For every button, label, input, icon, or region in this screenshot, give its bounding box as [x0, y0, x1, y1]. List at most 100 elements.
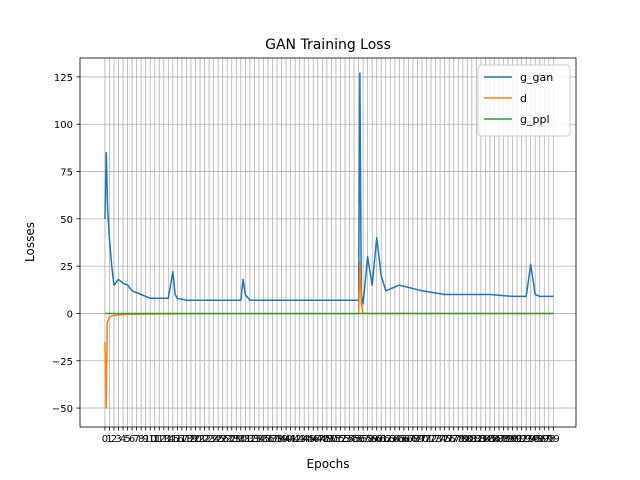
x-tick-label: 53: [339, 434, 352, 445]
x-tick-label: 72: [425, 434, 438, 445]
y-tick-label: 75: [60, 168, 73, 179]
x-tick-label: 94: [524, 434, 537, 445]
x-tick-label: 33: [248, 434, 261, 445]
x-tick-label: 13: [157, 434, 170, 445]
x-tick-label: 77: [447, 434, 460, 445]
x-tick-label: 32: [243, 434, 256, 445]
x-tick-label: 25: [212, 434, 225, 445]
x-tick-label: 90: [506, 434, 519, 445]
legend-label-g-gan: g_gan: [520, 71, 553, 84]
x-tick-label: 21: [194, 434, 207, 445]
legend-label-g-ppl: g_ppl: [520, 113, 550, 126]
x-tick-label: 76: [443, 434, 456, 445]
x-tick-label: 61: [375, 434, 388, 445]
x-tick-label: 80: [461, 434, 474, 445]
x-tick-label: 86: [488, 434, 501, 445]
x-tick-label: 97: [538, 434, 551, 445]
x-tick-label: 60: [370, 434, 383, 445]
x-tick-label: 82: [470, 434, 483, 445]
x-tick-label: 66: [398, 434, 411, 445]
x-tick-label: 50: [325, 434, 338, 445]
x-tick-label: 93: [520, 434, 533, 445]
x-tick-label: 81: [465, 434, 478, 445]
x-tick-label: 20: [189, 434, 202, 445]
x-tick-label: 48: [316, 434, 329, 445]
x-tick-label: 55: [348, 434, 361, 445]
x-tick-label: 47: [311, 434, 324, 445]
x-tick-label: 62: [379, 434, 392, 445]
y-tick-label: 0: [67, 309, 73, 320]
x-tick-label: 54: [343, 434, 356, 445]
x-tick-label: 75: [438, 434, 451, 445]
x-tick-label: 38: [271, 434, 284, 445]
x-tick-label: 79: [456, 434, 469, 445]
y-tick-label: 100: [54, 120, 73, 131]
x-tick-label: 26: [216, 434, 229, 445]
x-tick-label: 28: [225, 434, 238, 445]
y-tick-label: −50: [52, 404, 73, 415]
x-tick-label: 29: [230, 434, 243, 445]
axes-frame: [79, 57, 577, 428]
x-tick-label: 7: [133, 434, 139, 445]
x-tick-label: 87: [493, 434, 506, 445]
x-tick-label: 43: [293, 434, 306, 445]
x-tick-label: 30: [234, 434, 247, 445]
x-tick-label: 18: [180, 434, 193, 445]
x-tick-label: 73: [429, 434, 442, 445]
x-tick-label: 45: [302, 434, 315, 445]
x-tick-label: 69: [411, 434, 424, 445]
x-tick-label: 64: [388, 434, 401, 445]
x-tick-label: 42: [289, 434, 302, 445]
x-tick-label: 96: [533, 434, 546, 445]
x-tick-label: 16: [171, 434, 184, 445]
x-tick-label: 15: [166, 434, 179, 445]
x-tick-label: 22: [198, 434, 211, 445]
x-tick-label: 35: [257, 434, 270, 445]
x-tick-label: 71: [420, 434, 433, 445]
x-tick-label: 14: [162, 434, 175, 445]
x-tick-label: 67: [402, 434, 415, 445]
x-tick-label: 27: [221, 434, 234, 445]
plot-area: −50−250255075100125012345678910111213141…: [52, 57, 577, 445]
x-tick-label: 8: [138, 434, 144, 445]
x-tick-label: 40: [280, 434, 293, 445]
x-tick-label: 59: [366, 434, 379, 445]
x-tick-label: 5: [124, 434, 130, 445]
x-tick-label: 24: [207, 434, 220, 445]
x-tick-label: 6: [129, 434, 135, 445]
x-tick-label: 0: [102, 434, 108, 445]
x-tick-label: 37: [266, 434, 279, 445]
x-tick-label: 3: [115, 434, 121, 445]
x-tick-label: 89: [502, 434, 515, 445]
x-tick-label: 41: [284, 434, 297, 445]
x-tick-label: 88: [497, 434, 510, 445]
x-tick-label: 34: [253, 434, 266, 445]
x-tick-label: 84: [479, 434, 492, 445]
x-tick-label: 51: [330, 434, 343, 445]
x-tick-label: 9: [142, 434, 148, 445]
y-tick-label: 50: [60, 215, 73, 226]
x-tick-label: 68: [407, 434, 420, 445]
x-tick-label: 44: [298, 434, 311, 445]
x-tick-label: 63: [384, 434, 397, 445]
x-tick-label: 23: [203, 434, 216, 445]
x-tick-label: 1: [106, 434, 112, 445]
x-tick-label: 70: [416, 434, 429, 445]
series-line-g-gan: [104, 72, 554, 305]
x-tick-label: 57: [357, 434, 370, 445]
x-tick-label: 95: [529, 434, 542, 445]
x-tick-label: 39: [275, 434, 288, 445]
x-tick-label: 99: [547, 434, 560, 445]
x-tick-label: 91: [511, 434, 524, 445]
y-tick-label: 125: [54, 73, 73, 84]
x-tick-label: 11: [148, 434, 161, 445]
x-tick-label: 56: [352, 434, 365, 445]
x-tick-label: 85: [484, 434, 497, 445]
x-tick-label: 36: [262, 434, 275, 445]
x-tick-label: 17: [176, 434, 189, 445]
x-tick-label: 52: [334, 434, 347, 445]
x-axis-label: Epochs: [307, 457, 350, 471]
x-tick-label: 49: [321, 434, 334, 445]
